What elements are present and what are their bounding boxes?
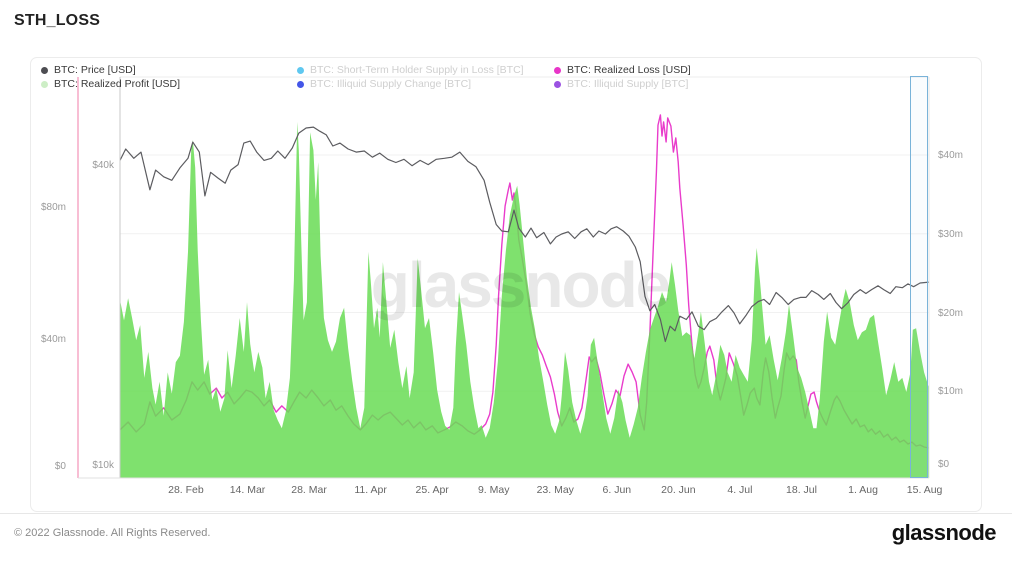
glassnode-watermark: glassnode	[370, 249, 672, 321]
legend-series-label: BTC: Price [USD]	[54, 64, 136, 76]
x-axis-tick: 20. Jun	[661, 484, 696, 496]
legend-item[interactable]: BTC: Short-Term Holder Supply in Loss [B…	[297, 63, 524, 77]
legend-item[interactable]: BTC: Price [USD]	[41, 63, 136, 77]
legend-series-dot-icon	[297, 66, 304, 74]
footer-divider	[0, 513, 1012, 514]
legend-series-dot-icon	[554, 66, 561, 74]
price-axis-tick: $10k	[92, 460, 114, 471]
loss-axis-tick: $0	[54, 461, 66, 472]
price-axis-tick: $40k	[92, 160, 114, 172]
legend-item[interactable]: BTC: Illiquid Supply Change [BTC]	[297, 77, 471, 91]
legend-series-label: BTC: Realized Profit [USD]	[54, 78, 181, 90]
legend-series-dot-icon	[554, 80, 561, 88]
legend-series-dot-icon	[41, 80, 48, 88]
x-axis-tick: 6. Jun	[602, 484, 632, 496]
x-axis-tick: 4. Jul	[727, 484, 753, 496]
chart-legend: BTC: Price [USD] BTC: Realized Profit [US…	[31, 63, 981, 97]
profit-axis-tick: $10m	[938, 386, 964, 398]
glassnode-logo[interactable]: glassnode	[891, 520, 997, 545]
legend-series-label: BTC: Short-Term Holder Supply in Loss [B…	[310, 64, 524, 76]
x-axis-tick: 9. May	[477, 484, 510, 496]
x-axis-tick: 11. Apr	[354, 484, 387, 496]
profit-axis-tick: $20m	[938, 307, 964, 319]
loss-axis-tick: $40m	[40, 333, 66, 345]
x-axis-tick: 28. Feb	[168, 484, 204, 496]
legend-series-label: BTC: Realized Loss [USD]	[567, 64, 691, 76]
x-axis-tick: 1. Aug	[848, 484, 878, 496]
loss-axis-tick: $80m	[40, 202, 66, 213]
profit-axis-tick: $40m	[938, 150, 964, 161]
legend-item[interactable]: BTC: Realized Loss [USD]	[554, 63, 691, 77]
profit-axis-tick: $0	[938, 459, 950, 470]
legend-series-dot-icon	[41, 66, 48, 74]
legend-series-label: BTC: Illiquid Supply Change [BTC]	[310, 78, 472, 90]
x-axis-tick: 23. May	[536, 484, 574, 496]
page-title: STH_LOSS	[14, 12, 101, 29]
legend-series-label: BTC: Illiquid Supply [BTC]	[567, 78, 689, 90]
x-axis-tick: 14. Mar	[229, 484, 266, 496]
x-axis-tick: 18. Jul	[786, 484, 817, 496]
profit-axis-tick: $30m	[938, 228, 964, 240]
x-axis-tick: 15. Aug	[906, 484, 943, 496]
x-axis-tick: 25. Apr	[415, 484, 449, 496]
x-axis-tick: 28. Mar	[291, 484, 327, 496]
legend-item[interactable]: BTC: Realized Profit [USD]	[41, 77, 180, 91]
legend-item[interactable]: BTC: Illiquid Supply [BTC]	[554, 77, 688, 91]
legend-series-dot-icon	[297, 80, 304, 88]
footer-copyright: © 2022 Glassnode. All Rights Reserved.	[14, 527, 211, 539]
selection-brush[interactable]	[910, 76, 928, 478]
